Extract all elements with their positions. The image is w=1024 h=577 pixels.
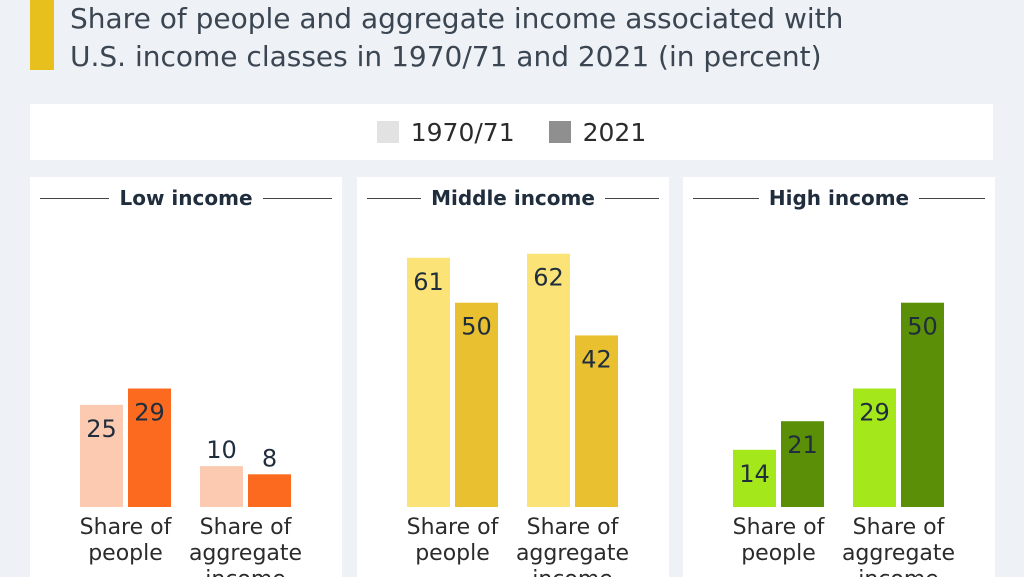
legend-swatch-2021 xyxy=(548,121,571,143)
bar-share-of-aggregate-income-2021 xyxy=(248,474,291,507)
title-accent-bar xyxy=(30,0,54,70)
legend-swatch-1970 xyxy=(376,121,399,143)
title-rule-left xyxy=(693,197,759,199)
bar-share-of-people-2021 xyxy=(781,421,824,507)
bar-share-of-people-2021 xyxy=(128,388,171,507)
category-label-share-of-people: Share of people xyxy=(733,515,826,566)
bar-share-of-aggregate-income-1970-71 xyxy=(527,253,570,507)
category-label-share-of-people: Share of people xyxy=(80,515,173,566)
category-label-share-of-aggregate-income: Share ofaggregateincome xyxy=(189,515,302,577)
title-rule-right xyxy=(919,197,985,199)
bar-share-of-people-1970-71 xyxy=(407,257,450,507)
bar-share-of-aggregate-income-1970-71 xyxy=(200,466,243,507)
title-rule-left xyxy=(367,197,422,199)
title-rule-right xyxy=(262,197,332,199)
bar-value-label: 10 xyxy=(206,436,237,464)
bar-value-label: 29 xyxy=(134,399,165,427)
bar-share-of-people-1970-71 xyxy=(733,449,776,507)
panel-title-row: Middle income xyxy=(357,185,669,211)
category-label-share-of-people: Share of people xyxy=(407,515,500,566)
panel-title-high-income: High income xyxy=(768,186,910,210)
chart-title-line-1: Share of people and aggregate income ass… xyxy=(70,2,844,35)
bar-value-label: 21 xyxy=(787,431,818,459)
panel-title-row: High income xyxy=(683,185,995,211)
title-rule-left xyxy=(40,197,110,199)
bar-value-label: 62 xyxy=(533,264,564,292)
bar-share-of-people-2021 xyxy=(455,302,498,507)
bar-share-of-aggregate-income-2021 xyxy=(901,302,944,507)
bar-value-label: 61 xyxy=(413,268,444,296)
panel-title-low-income: Low income xyxy=(119,186,253,210)
bar-share-of-aggregate-income-1970-71 xyxy=(853,388,896,507)
bar-value-label: 50 xyxy=(461,313,492,341)
legend-item-2021: 2021 xyxy=(548,117,647,147)
chart-title: Share of people and aggregate income ass… xyxy=(70,0,1000,76)
bar-value-label: 42 xyxy=(581,345,612,373)
bar-value-label: 50 xyxy=(907,313,938,341)
legend: 1970/71 2021 xyxy=(30,104,993,160)
legend-label-1970: 1970/71 xyxy=(410,117,515,147)
bar-value-label: 25 xyxy=(86,415,117,443)
category-label-share-of-aggregate-income: Share ofaggregateincome xyxy=(842,515,955,577)
bar-value-label: 14 xyxy=(739,460,770,488)
chart-title-line-2: U.S. income classes in 1970/71 and 2021 … xyxy=(70,40,822,73)
bar-share-of-people-1970-71 xyxy=(80,404,123,507)
legend-item-1970: 1970/71 xyxy=(376,117,515,147)
bar-value-label: 8 xyxy=(262,444,277,472)
legend-label-2021: 2021 xyxy=(582,117,647,147)
title-rule-right xyxy=(604,197,659,199)
panel-title-row: Low income xyxy=(30,185,342,211)
bar-share-of-aggregate-income-2021 xyxy=(575,335,618,507)
panel-title-middle-income: Middle income xyxy=(431,186,595,210)
category-label-share-of-aggregate-income: Share ofaggregateincome xyxy=(516,515,629,577)
bar-value-label: 29 xyxy=(859,399,890,427)
